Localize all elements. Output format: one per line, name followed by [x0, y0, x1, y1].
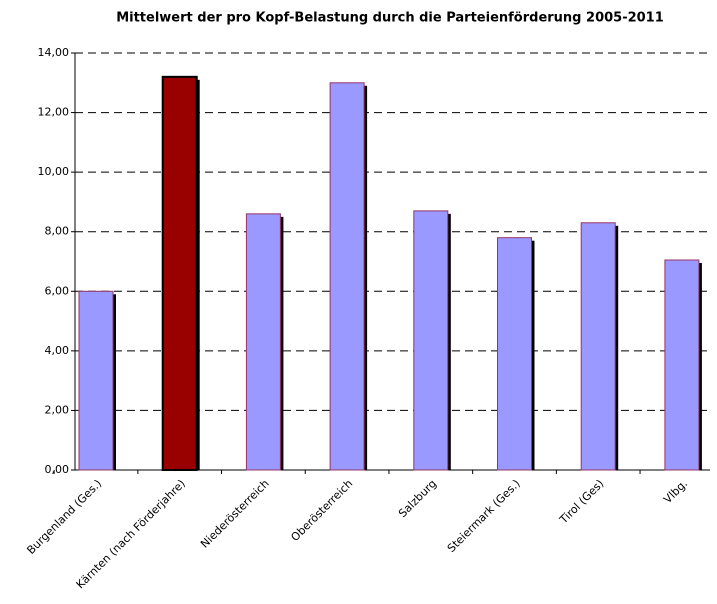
bar [664, 259, 700, 471]
chart-title: Mittelwert der pro Kopf-Belastung durch … [116, 11, 664, 26]
bar [161, 75, 198, 471]
y-tick-label: 14,00 [38, 46, 70, 59]
bar [78, 290, 114, 471]
bar [497, 237, 532, 471]
bar [413, 210, 449, 471]
y-tick-label: 4,00 [45, 344, 70, 357]
y-tick-label: 12,00 [38, 106, 70, 119]
x-tick-label: Burgenland (Ges.) [24, 477, 104, 557]
y-tick-label: 0,00 [45, 463, 70, 476]
x-tick-label: Salzburg [396, 477, 439, 520]
y-tick-label: 8,00 [45, 225, 70, 238]
x-tick-label: Steiermark (Ges.) [445, 477, 523, 555]
bar [245, 213, 281, 471]
x-tick-label: Vlbg. [661, 477, 690, 506]
y-tick-label: 10,00 [38, 165, 70, 178]
x-tick-label: Tirol (Ges) [557, 477, 607, 527]
y-tick-label: 6,00 [45, 284, 70, 297]
x-tick-label: Oberösterreich [288, 477, 355, 544]
x-tick-label: Niederösterreich [198, 477, 272, 551]
y-tick-label: 2,00 [45, 403, 70, 416]
bar [329, 82, 365, 471]
bar [580, 222, 616, 471]
